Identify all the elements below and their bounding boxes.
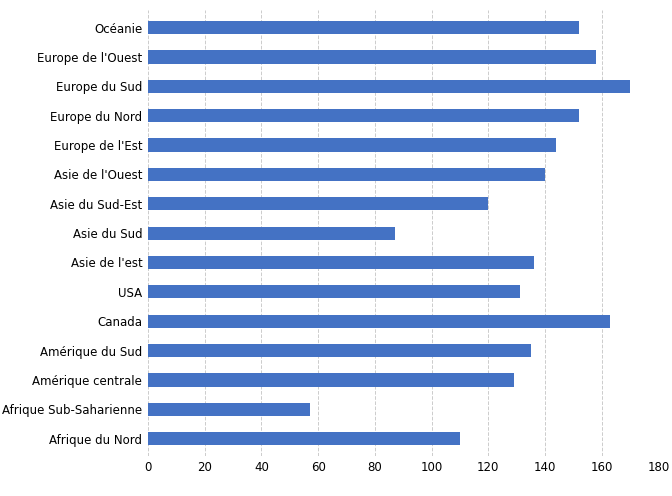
Bar [148,314,610,328]
Bar [148,285,519,299]
Bar [148,432,460,445]
Bar [148,373,514,386]
Bar [148,168,545,181]
Bar [148,138,556,152]
Bar [148,227,394,240]
Bar [148,50,596,63]
Bar [148,344,531,357]
Bar [148,197,489,210]
Bar [148,21,579,34]
Bar [148,256,534,269]
Bar [148,80,630,93]
Bar [148,403,310,416]
Bar [148,109,579,122]
